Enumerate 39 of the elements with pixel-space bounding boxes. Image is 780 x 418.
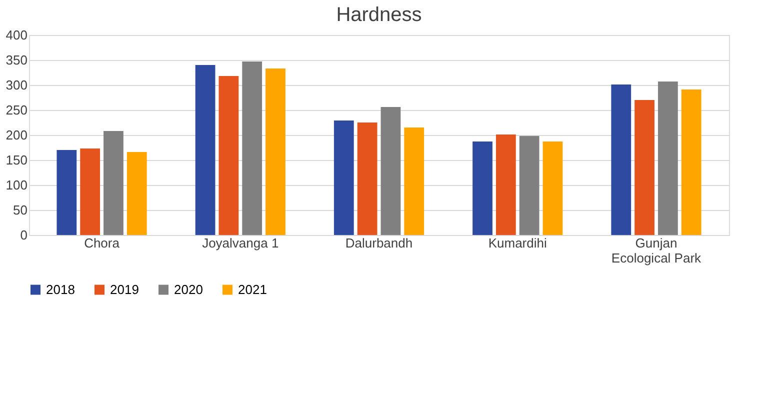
bar <box>218 76 239 235</box>
bar <box>496 134 516 235</box>
legend-label: 2021 <box>238 282 267 297</box>
y-tick-label: 50 <box>13 202 28 218</box>
x-tick-label: Joyalvanga 1 <box>202 236 279 250</box>
x-tick-label: Dalurbandh <box>345 236 413 250</box>
bar <box>242 62 262 235</box>
y-tick-label: 0 <box>20 228 28 242</box>
y-tick-label: 200 <box>6 128 28 142</box>
y-tick-label: 250 <box>6 102 28 118</box>
bar <box>334 120 354 235</box>
bar <box>380 107 401 235</box>
bar <box>519 136 540 235</box>
bar <box>195 65 216 235</box>
x-tick-label: Kumardihi <box>488 236 547 250</box>
bar <box>80 148 100 235</box>
bar <box>634 100 654 235</box>
y-tick-label: 100 <box>6 178 28 192</box>
bar <box>611 84 632 235</box>
bar <box>357 122 378 235</box>
chart-title: Hardness <box>336 4 422 26</box>
bar <box>104 131 124 235</box>
bar <box>266 68 286 235</box>
y-tick-label: 400 <box>6 28 28 42</box>
bar <box>56 150 77 235</box>
bar <box>404 128 424 235</box>
x-tick-label: Chora <box>84 236 120 250</box>
bar <box>472 142 492 235</box>
legend-label: 2020 <box>174 282 203 297</box>
legend-label: 2018 <box>46 282 75 297</box>
bar <box>658 82 678 235</box>
bar <box>126 152 147 235</box>
bar <box>542 142 563 235</box>
bar <box>681 90 702 235</box>
x-tick-label: Gunjan Ecological Park <box>611 236 702 266</box>
y-tick-label: 300 <box>6 78 28 92</box>
y-tick-label: 350 <box>6 52 28 68</box>
legend-label: 2019 <box>110 282 139 297</box>
y-tick-label: 150 <box>6 152 28 168</box>
